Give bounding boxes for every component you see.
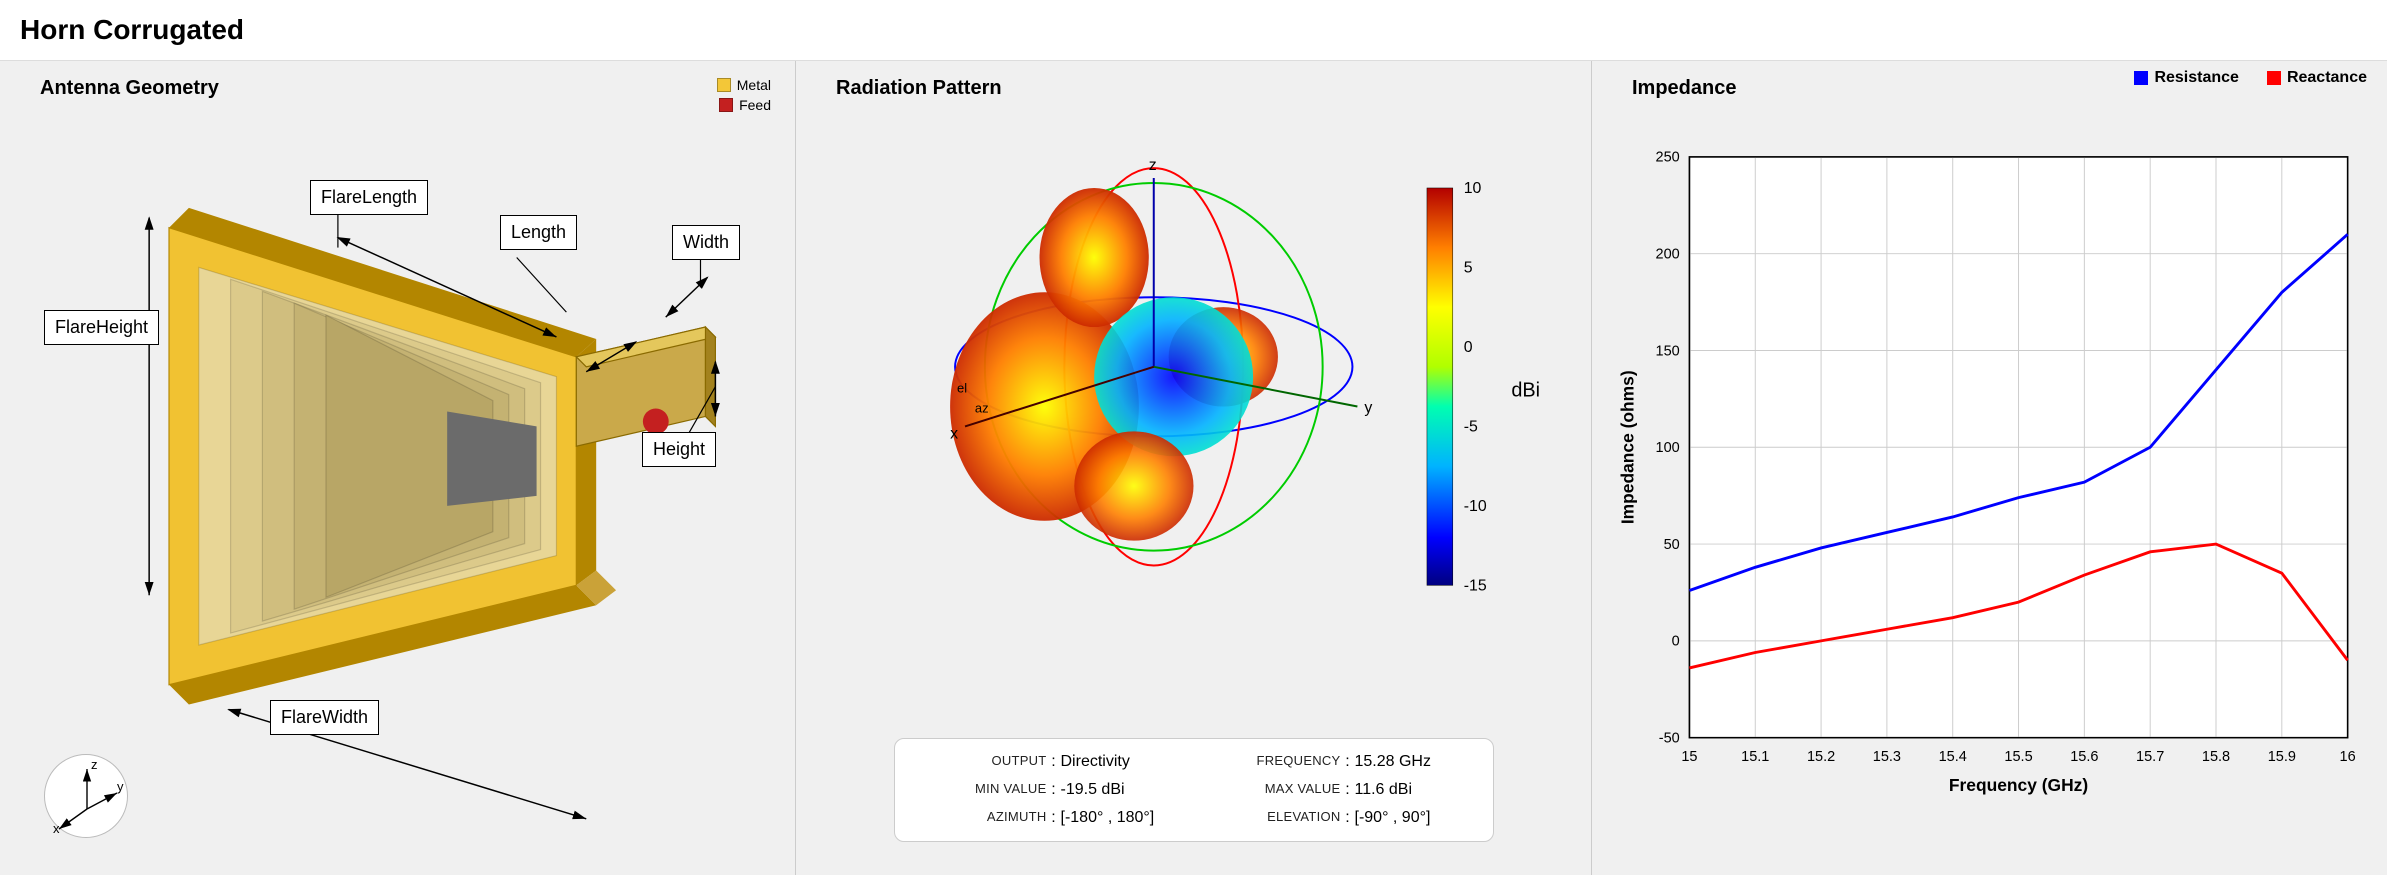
svg-text:0: 0 — [1672, 634, 1680, 650]
l-output: OUTPUT — [917, 753, 1047, 771]
page-header: Horn Corrugated — [0, 0, 2387, 61]
label-height: Height — [642, 432, 716, 467]
svg-text:15.6: 15.6 — [2070, 749, 2098, 765]
svg-text:15.1: 15.1 — [1741, 749, 1769, 765]
metal-swatch — [717, 78, 731, 92]
svg-text:15.5: 15.5 — [2004, 749, 2032, 765]
svg-text:15.8: 15.8 — [2202, 749, 2230, 765]
legend-resistance: Resistance — [2134, 69, 2239, 87]
rad-az: az — [975, 400, 989, 415]
l-min: MIN VALUE — [917, 781, 1047, 799]
axis-gizmo: z y x — [44, 754, 128, 838]
rad-z: z — [1149, 157, 1157, 174]
svg-text:10: 10 — [1464, 180, 1482, 197]
v-el: [-90° , 90°] — [1355, 809, 1505, 827]
svg-text:15.2: 15.2 — [1807, 749, 1835, 765]
svg-text:0: 0 — [1464, 339, 1473, 356]
label-flare-length: FlareLength — [310, 180, 428, 215]
rad-el: el — [957, 381, 967, 396]
legend-reactance: Reactance — [2267, 69, 2367, 87]
svg-text:Impedance (ohms): Impedance (ohms) — [1617, 370, 1637, 524]
label-length: Length — [500, 215, 577, 250]
panels-container: Antenna Geometry Metal Feed — [0, 61, 2387, 875]
svg-text:Frequency (GHz): Frequency (GHz) — [1949, 775, 2088, 795]
svg-text:150: 150 — [1656, 343, 1680, 359]
l-az: AZIMUTH — [917, 809, 1047, 827]
svg-text:15.4: 15.4 — [1939, 749, 1967, 765]
gizmo-z: z — [91, 757, 98, 772]
gizmo-x: x — [53, 821, 60, 836]
svg-text:200: 200 — [1656, 247, 1680, 263]
label-flare-height: FlareHeight — [44, 310, 159, 345]
geometry-canvas: FlareHeight FlareLength Length Width Hei… — [20, 110, 775, 862]
svg-text:15.7: 15.7 — [2136, 749, 2164, 765]
radiation-canvas: z y x az el -15 -10 -5 0 5 10 dBi OUTPUT:Dire… — [816, 110, 1571, 862]
svg-text:-10: -10 — [1464, 498, 1487, 515]
impedance-svg: 15 15.1 15.2 15.3 15.4 15.5 15.6 15.7 15.8 15.9 16… — [1612, 110, 2367, 862]
label-width: Width — [672, 225, 740, 260]
svg-text:-5: -5 — [1464, 418, 1478, 435]
svg-text:-50: -50 — [1659, 731, 1680, 747]
gizmo-y: y — [117, 779, 124, 794]
svg-text:15.3: 15.3 — [1873, 749, 1901, 765]
rad-x: x — [950, 425, 958, 442]
svg-text:15: 15 — [1681, 749, 1697, 765]
l-max: MAX VALUE — [1211, 781, 1341, 799]
label-flare-width: FlareWidth — [270, 700, 379, 735]
svg-text:5: 5 — [1464, 259, 1473, 276]
radiation-title: Radiation Pattern — [816, 77, 1571, 100]
svg-text:50: 50 — [1664, 537, 1680, 553]
svg-text:-15: -15 — [1464, 577, 1487, 594]
geometry-title: Antenna Geometry — [20, 77, 775, 100]
page-title: Horn Corrugated — [20, 14, 2367, 46]
cbar-unit: dBi — [1511, 380, 1540, 402]
panel-radiation: Radiation Pattern — [796, 61, 1592, 875]
metal-label: Metal — [737, 77, 771, 93]
v-max: 11.6 dBi — [1355, 781, 1505, 799]
svg-text:16: 16 — [2340, 749, 2356, 765]
impedance-legend: Resistance Reactance — [2134, 69, 2367, 87]
svg-text:15.9: 15.9 — [2268, 749, 2296, 765]
v-output: Directivity — [1061, 753, 1211, 771]
panel-geometry: Antenna Geometry Metal Feed — [0, 61, 796, 875]
impedance-canvas: 15 15.1 15.2 15.3 15.4 15.5 15.6 15.7 15.8 15.9 16… — [1612, 110, 2367, 862]
panel-impedance: Impedance Resistance Reactance 1515.115.… — [1592, 61, 2387, 875]
v-min: -19.5 dBi — [1061, 781, 1211, 799]
svg-text:100: 100 — [1656, 440, 1680, 456]
l-el: ELEVATION — [1211, 809, 1341, 827]
rad-y: y — [1364, 399, 1372, 416]
svg-text:250: 250 — [1656, 150, 1680, 166]
horn-svg — [20, 110, 775, 862]
l-freq: FREQUENCY — [1211, 753, 1341, 771]
radiation-stats: OUTPUT:Directivity FREQUENCY:15.28 GHz M… — [894, 738, 1494, 842]
v-az: [-180° , 180°] — [1061, 809, 1211, 827]
v-freq: 15.28 GHz — [1355, 753, 1505, 771]
legend-metal: Metal — [717, 77, 771, 93]
